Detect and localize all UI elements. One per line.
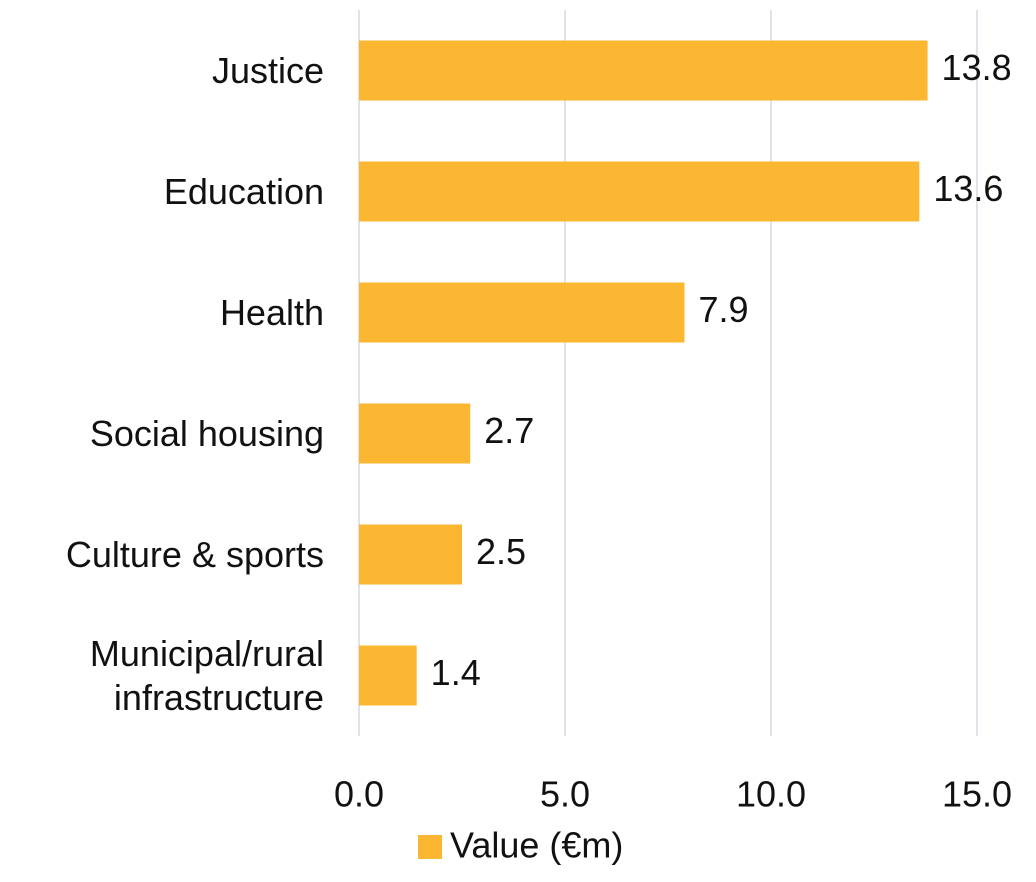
x-tick-label: 0.0 — [334, 774, 384, 815]
bar — [359, 524, 462, 585]
value-label: 7.9 — [698, 289, 748, 330]
value-label: 1.4 — [431, 652, 481, 693]
y-tick-label: Education — [163, 170, 324, 212]
value-label: 2.7 — [484, 410, 534, 451]
bar — [359, 40, 928, 101]
bar — [359, 161, 920, 222]
x-tick-label: 10.0 — [736, 774, 806, 815]
value-label: 13.8 — [942, 47, 1012, 88]
legend-label: Value (€m) — [450, 825, 623, 866]
legend-swatch — [418, 835, 442, 859]
bar — [359, 403, 471, 464]
bar — [359, 645, 417, 706]
y-tick-label: Health — [219, 291, 324, 333]
y-tick-label: Social housing — [89, 412, 324, 454]
y-tick-label: Culture & sports — [65, 533, 324, 575]
y-tick-label: Municipal/rural infrastructure — [89, 632, 324, 718]
x-tick-label: 5.0 — [540, 774, 590, 815]
x-tick-label: 15.0 — [942, 774, 1012, 815]
value-label: 13.6 — [933, 168, 1003, 209]
y-tick-label: Justice — [211, 49, 324, 91]
value-label: 2.5 — [476, 531, 526, 572]
bar — [359, 282, 685, 343]
